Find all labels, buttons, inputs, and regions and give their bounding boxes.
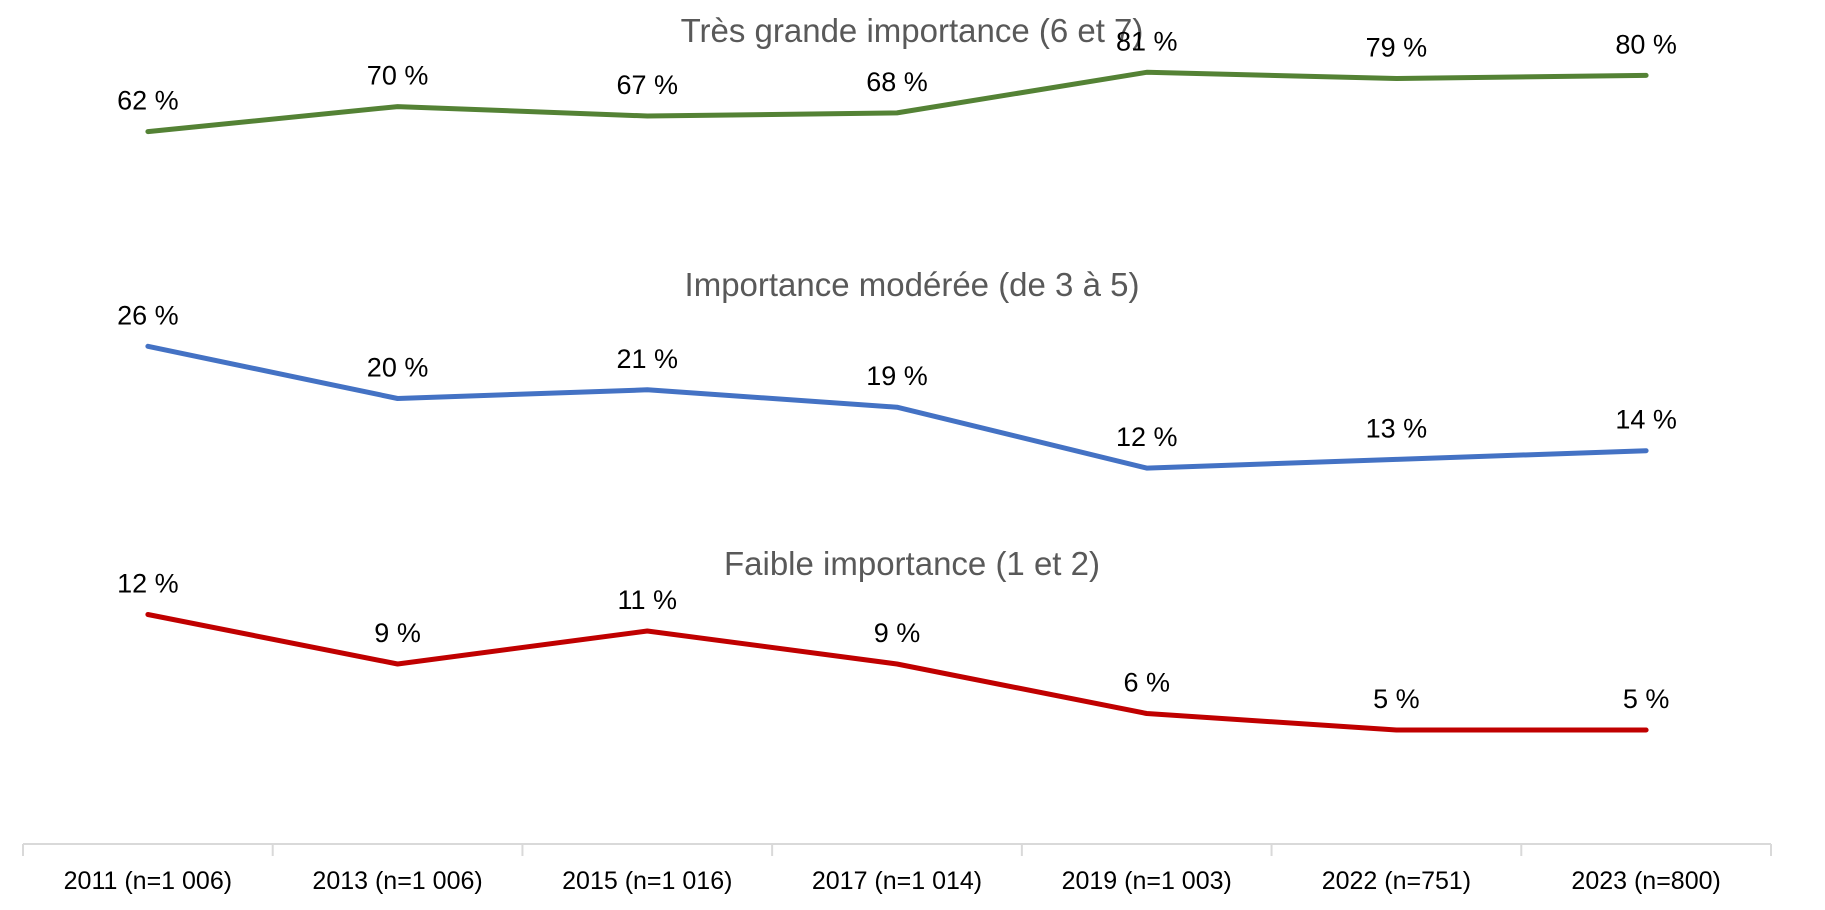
data-label: 12 % — [117, 569, 179, 599]
data-label: 62 % — [117, 86, 179, 116]
series-line — [145, 343, 1649, 471]
series-layer: Très grande importance (6 et 7) 62 % 70 % 6… — [117, 12, 1677, 733]
data-label: 68 % — [866, 67, 928, 97]
data-label: 70 % — [367, 61, 429, 91]
data-label: 9 % — [374, 618, 421, 648]
series-title: Faible importance (1 et 2) — [724, 545, 1100, 582]
data-label: 11 % — [618, 585, 678, 615]
x-tick-label: 2023 (n=800) — [1571, 867, 1720, 895]
data-label: 6 % — [1123, 668, 1170, 698]
x-tick-label: 2017 (n=1 014) — [812, 867, 982, 895]
data-label: 19 % — [866, 361, 928, 391]
data-label: 13 % — [1366, 413, 1428, 443]
data-label: 79 % — [1366, 33, 1428, 63]
data-label: 9 % — [874, 618, 921, 648]
series-line — [145, 612, 1649, 733]
series-3: Faible importance (1 et 2) 12 % 9 % 11 % 9 %… — [117, 545, 1670, 733]
series-line — [145, 69, 1649, 135]
data-label: 12 % — [1116, 422, 1178, 452]
x-tick-label: 2013 (n=1 006) — [312, 867, 482, 895]
x-axis: 2011 (n=1 006) 2013 (n=1 006) 2015 (n=1 01… — [22, 843, 1772, 895]
data-label: 21 % — [617, 344, 679, 374]
data-label: 80 % — [1615, 29, 1677, 59]
data-label: 14 % — [1615, 405, 1677, 435]
data-label: 67 % — [617, 70, 679, 100]
data-label: 81 % — [1116, 26, 1178, 56]
data-label: 20 % — [367, 353, 429, 383]
series-title: Importance modérée (de 3 à 5) — [685, 266, 1140, 303]
x-tick-label: 2022 (n=751) — [1322, 867, 1471, 895]
data-label: 26 % — [117, 300, 179, 330]
x-tick-label: 2019 (n=1 003) — [1062, 867, 1232, 895]
x-tick-label: 2011 (n=1 006) — [64, 867, 232, 895]
series-2: Importance modérée (de 3 à 5) 26 % 20 % 21 … — [117, 266, 1677, 471]
series-1: Très grande importance (6 et 7) 62 % 70 % 6… — [117, 12, 1677, 135]
x-tick-label: 2015 (n=1 016) — [562, 867, 732, 895]
series-title: Très grande importance (6 et 7) — [681, 12, 1144, 49]
data-label: 5 % — [1373, 684, 1420, 714]
data-label: 5 % — [1623, 684, 1670, 714]
